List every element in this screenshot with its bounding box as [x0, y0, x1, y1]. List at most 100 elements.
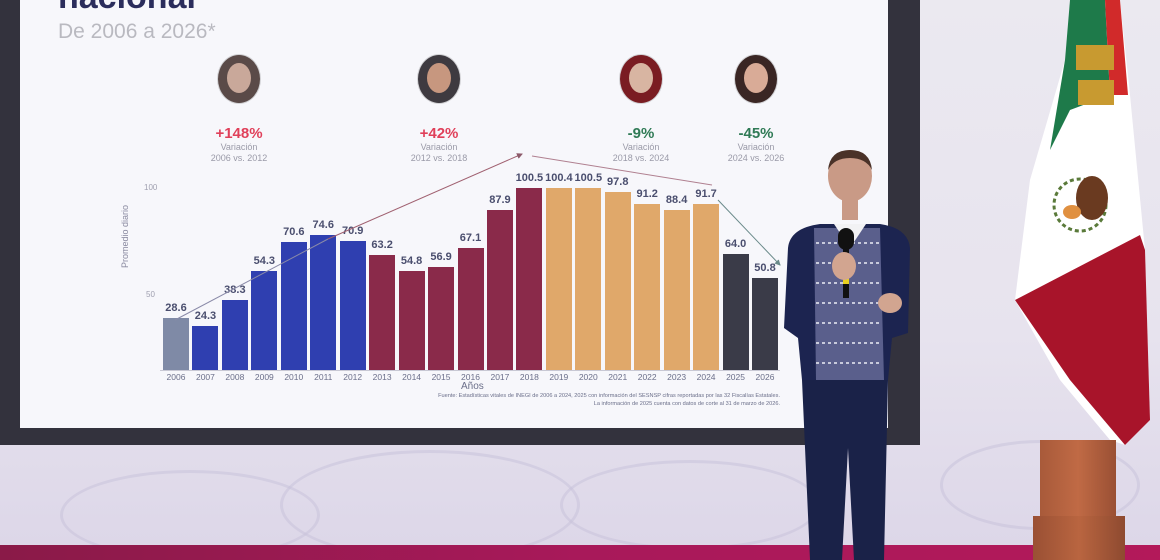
variation-range: 2024 vs. 2026	[727, 153, 785, 163]
bar-2025	[722, 253, 749, 370]
bar-2012	[339, 241, 366, 370]
period-2018-2024: -9% Variación 2018 vs. 2024	[581, 55, 701, 164]
bar-value-label: 74.6	[312, 218, 334, 231]
x-tick: 2018	[519, 372, 539, 382]
slide-title: nacional	[58, 0, 196, 17]
bar-value-label: 88.4	[665, 193, 688, 206]
x-tick: 2008	[225, 372, 245, 382]
bar-2013	[369, 255, 396, 370]
bar-value-label: 100.4	[545, 171, 573, 184]
avatar-icon	[620, 55, 662, 103]
x-tick: 2021	[608, 372, 628, 382]
bar-value-label: 91.2	[636, 188, 658, 201]
trend-arrows	[174, 153, 781, 321]
wall-pattern	[280, 450, 580, 560]
bar-value-label: 100.5	[515, 171, 544, 184]
bar-value-label: 97.8	[607, 176, 629, 189]
x-tick: 2014	[402, 372, 422, 382]
x-tick: 2024	[696, 372, 716, 382]
bar-2018	[516, 187, 543, 370]
avatar-icon	[735, 55, 777, 103]
source-line: La información de 2025 cuenta con datos …	[593, 401, 780, 407]
x-tick: 2007	[195, 372, 215, 382]
variation-label: Variación	[737, 142, 775, 152]
bar-2006	[163, 318, 189, 370]
x-tick: 2016	[461, 372, 480, 382]
x-tick: 2015	[431, 372, 451, 382]
variation-label: Variación	[420, 142, 458, 152]
variation-range: 2018 vs. 2024	[612, 153, 670, 163]
bar-value-label: 70.9	[341, 225, 364, 238]
bar-value-label: 100.5	[574, 171, 603, 184]
x-tick: 2020	[578, 372, 598, 382]
variation-pct: -9%	[627, 125, 655, 142]
bar-value-label: 56.9	[430, 250, 452, 263]
x-axis-title: Años	[461, 381, 484, 392]
bar-2011	[310, 234, 337, 370]
y-tick: 100	[144, 183, 158, 192]
speaker-figure	[784, 150, 910, 560]
x-tick: 2011	[314, 372, 333, 382]
variation-range: 2006 vs. 2012	[210, 153, 268, 163]
bar-value-label: 91.7	[695, 187, 717, 200]
bar-value-label: 54.3	[253, 255, 276, 268]
x-tick: 2026	[755, 372, 775, 382]
slide: nacional De 2006 a 2026* +148% Variación…	[20, 0, 888, 428]
mexico-flag	[1015, 0, 1150, 445]
x-tick: 2010	[284, 372, 304, 382]
bar-chart: Promedio diario 100 50 28.6 2006 24.3 2007 3…	[20, 0, 888, 428]
x-tick: 2013	[372, 372, 392, 382]
bar-value-label: 87.9	[489, 194, 511, 207]
x-tick: 2006	[166, 372, 186, 382]
bar-2014	[398, 270, 425, 370]
slide-subtitle: De 2006 a 2026*	[58, 20, 216, 43]
bar-2009	[251, 271, 278, 370]
flag-pedestal-base	[1033, 516, 1125, 560]
variation-label: Variación	[220, 142, 258, 152]
bar-2021	[604, 192, 631, 370]
bar-2010	[280, 241, 307, 370]
bar-2008	[221, 300, 248, 370]
bar-2015	[428, 266, 455, 370]
bar-2022	[634, 204, 661, 370]
variation-pct: +42%	[419, 125, 459, 142]
source-note: Fuente: Estadísticas vitales de INEGI de…	[438, 392, 780, 408]
period-2012-2018: +42% Variación 2012 vs. 2018	[379, 55, 499, 164]
variation-range: 2012 vs. 2018	[410, 153, 468, 163]
bar-value-label: 54.8	[400, 254, 423, 267]
variation-pct: -45%	[738, 125, 774, 142]
x-tick: 2025	[726, 372, 745, 382]
x-axis-line	[160, 370, 780, 371]
bar-value-label: 28.6	[165, 302, 187, 315]
variation-label: Variación	[622, 142, 660, 152]
bar-2026	[752, 277, 778, 370]
bar-value-label: 70.6	[283, 225, 305, 238]
y-tick: 50	[146, 290, 155, 299]
bar-2019	[545, 187, 572, 370]
x-tick: 2023	[667, 372, 687, 382]
x-tick: 2022	[637, 372, 657, 382]
variation-pct: +148%	[215, 125, 263, 142]
bar-2016	[457, 248, 484, 370]
bar-value-label: 24.3	[194, 309, 217, 322]
bar-2007	[192, 325, 219, 370]
bar-value-label: 67.1	[459, 232, 482, 245]
source-line: Fuente: Estadísticas vitales de INEGI de…	[438, 393, 780, 399]
bar-2023	[663, 209, 690, 370]
floor-stripe	[0, 545, 1160, 560]
bar-value-label: 63.2	[371, 239, 393, 252]
x-tick: 2012	[343, 372, 363, 382]
bar-2020	[575, 187, 602, 370]
avatar-icon	[418, 55, 460, 103]
avatar-icon	[218, 55, 260, 103]
period-2006-2012: +148% Variación 2006 vs. 2012	[179, 55, 299, 164]
flag-pedestal	[1040, 440, 1116, 518]
x-tick: 2019	[549, 372, 569, 382]
x-tick: 2017	[490, 372, 510, 382]
bar-2024	[693, 203, 720, 370]
bar-value-label: 50.8	[754, 261, 776, 274]
bar-value-label: 38.3	[224, 284, 246, 297]
period-2024-2026: -45% Variación 2024 vs. 2026	[696, 55, 816, 164]
bar-value-label: 64.0	[724, 237, 747, 250]
